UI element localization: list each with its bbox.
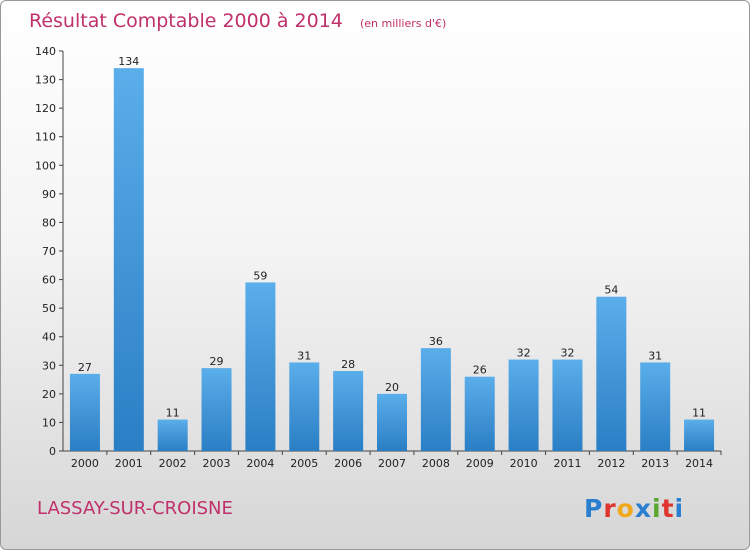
x-tick-label-2003: 2003 (203, 457, 231, 470)
bar-2011 (552, 359, 583, 451)
data-label-2007: 20 (385, 381, 399, 394)
data-label-2004: 59 (253, 269, 267, 282)
bar-2009 (464, 376, 495, 451)
x-tick-label-2013: 2013 (641, 457, 669, 470)
x-tick-label-2000: 2000 (71, 457, 99, 470)
data-label-2012: 54 (604, 284, 618, 297)
y-tick-label: 110 (35, 131, 56, 144)
y-tick-label: 130 (35, 74, 56, 87)
bar-2007 (377, 393, 407, 451)
x-tick-label-2008: 2008 (422, 457, 450, 470)
proxiti-logo: Proxiti (584, 494, 683, 523)
data-label-2002: 11 (166, 407, 180, 420)
x-tick-label-2009: 2009 (466, 457, 494, 470)
bar-2002 (157, 419, 188, 451)
bar-2004 (245, 282, 276, 451)
bar-2001 (113, 68, 144, 452)
bar-2000 (69, 373, 100, 451)
y-tick-label: 10 (42, 416, 56, 429)
x-tick-label-2005: 2005 (290, 457, 318, 470)
x-tick-label-2006: 2006 (334, 457, 362, 470)
data-label-2010: 32 (517, 347, 531, 360)
y-tick-label: 90 (42, 188, 56, 201)
data-label-2014: 11 (692, 407, 706, 420)
axes: 0 10 20 30 40 50 60 70 80 90 100 110 120 130 140 2000 20… (35, 45, 722, 470)
y-tick-label: 100 (35, 159, 56, 172)
bar-2006 (333, 371, 364, 451)
bar-2012 (596, 296, 627, 451)
x-tick-label-2001: 2001 (115, 457, 143, 470)
bar-2014 (684, 419, 715, 451)
y-tick-label: 20 (42, 388, 56, 401)
bar-2013 (640, 362, 671, 451)
bars: 27 134 11 29 59 31 28 20 36 26 32 32 54 31 11 (69, 55, 715, 452)
chart-title-main: Résultat Comptable 2000 à 2014 (29, 10, 343, 32)
x-tick-label-2010: 2010 (510, 457, 538, 470)
x-tick-label-2002: 2002 (159, 457, 187, 470)
data-label-2013: 31 (648, 349, 662, 362)
y-tick-label: 50 (42, 302, 56, 315)
logo-letter: i (652, 494, 661, 523)
y-tick-label: 60 (42, 274, 56, 287)
logo-letter: t (662, 494, 674, 523)
data-label-2005: 31 (297, 349, 311, 362)
data-label-2000: 27 (78, 361, 92, 374)
y-tick-label: 140 (35, 45, 56, 58)
x-tick-label-2012: 2012 (597, 457, 625, 470)
chart-title-unit: (en milliers d'€) (360, 17, 446, 30)
y-tick-label: 40 (42, 331, 56, 344)
data-label-2001: 134 (118, 55, 139, 68)
chart-title: Résultat Comptable 2000 à 2014 (en milli… (29, 10, 446, 32)
data-label-2009: 26 (473, 364, 487, 377)
logo-letter: r (603, 494, 616, 523)
y-tick-label: 0 (49, 445, 56, 458)
bar-2003 (201, 368, 232, 451)
y-tick-label: 80 (42, 216, 56, 229)
x-tick-label-2014: 2014 (685, 457, 713, 470)
data-label-2011: 32 (560, 347, 574, 360)
x-tick-label-2011: 2011 (553, 457, 581, 470)
bar-2005 (289, 362, 320, 451)
bar-2010 (508, 359, 539, 451)
logo-letter: o (617, 494, 634, 523)
bar-2008 (420, 348, 451, 451)
x-tick-label-2004: 2004 (246, 457, 274, 470)
data-label-2008: 36 (429, 335, 443, 348)
data-label-2006: 28 (341, 358, 355, 371)
logo-letter: i (675, 494, 684, 523)
y-tick-label: 70 (42, 245, 56, 258)
commune-name: LASSAY-SUR-CROISNE (37, 498, 233, 519)
y-tick-label: 30 (42, 359, 56, 372)
logo-letter: x (635, 494, 651, 523)
data-label-2003: 29 (210, 355, 224, 368)
y-tick-label: 120 (35, 102, 56, 115)
logo-letter: P (584, 494, 602, 523)
x-tick-label-2007: 2007 (378, 457, 406, 470)
